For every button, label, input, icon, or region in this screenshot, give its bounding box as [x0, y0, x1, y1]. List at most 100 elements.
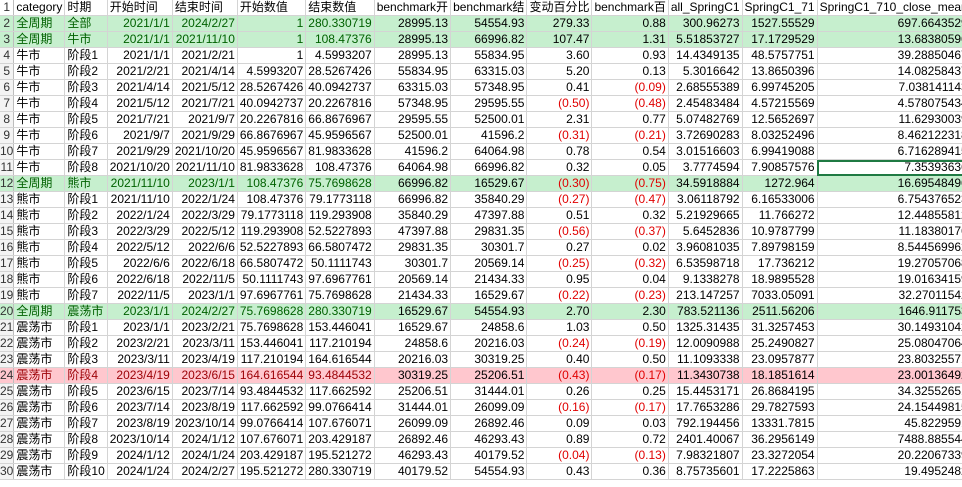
table-cell[interactable]: 40179.52: [374, 463, 452, 480]
table-cell[interactable]: 3.7774594: [668, 159, 743, 176]
table-cell[interactable]: 35840.29: [450, 191, 528, 208]
table-cell[interactable]: 20216.03: [374, 351, 452, 368]
table-cell[interactable]: 26892.46: [374, 431, 452, 448]
row-number[interactable]: 29: [0, 447, 15, 464]
table-cell[interactable]: 2023/2/21: [107, 335, 173, 352]
table-cell[interactable]: 2023/4/19: [172, 351, 238, 368]
table-cell[interactable]: 13.68380596: [817, 31, 962, 48]
table-cell[interactable]: (0.19): [591, 335, 669, 352]
table-cell[interactable]: 2023/1/1: [107, 319, 173, 336]
row-number[interactable]: 13: [0, 191, 15, 208]
table-cell[interactable]: 2.31: [526, 111, 593, 128]
table-cell[interactable]: 2021/4/14: [172, 63, 238, 80]
table-cell[interactable]: 47397.88: [450, 207, 528, 224]
row-number[interactable]: 23: [0, 351, 15, 368]
table-cell[interactable]: 2023/4/19: [107, 367, 173, 384]
table-cell[interactable]: 12.5652697: [742, 111, 818, 128]
table-cell[interactable]: 107.676071: [237, 431, 307, 448]
table-cell[interactable]: 280.330719: [305, 303, 375, 320]
table-cell[interactable]: 29.7827593: [742, 399, 818, 416]
table-cell[interactable]: 17.7653286: [668, 399, 743, 416]
table-cell[interactable]: 29595.55: [374, 111, 452, 128]
table-cell[interactable]: 阶段7: [64, 415, 108, 432]
table-cell[interactable]: 108.47376: [305, 31, 375, 48]
table-cell[interactable]: 0.50: [591, 351, 669, 368]
table-cell[interactable]: 2.45483484: [668, 95, 743, 112]
table-cell[interactable]: 107.676071: [305, 415, 375, 432]
table-cell[interactable]: 2021/9/7: [107, 127, 173, 144]
table-cell[interactable]: 1527.55529: [742, 15, 818, 32]
table-cell[interactable]: 2022/6/6: [172, 239, 238, 256]
table-cell[interactable]: 26099.09: [450, 399, 528, 416]
table-cell[interactable]: 阶段3: [64, 351, 108, 368]
table-cell[interactable]: 280.330719: [305, 15, 375, 32]
table-cell[interactable]: 64064.98: [450, 143, 528, 160]
table-cell[interactable]: 0.03: [591, 415, 669, 432]
table-cell[interactable]: 54554.93: [450, 463, 528, 480]
row-number[interactable]: 25: [0, 383, 15, 400]
table-cell[interactable]: 11.766272: [742, 207, 818, 224]
table-cell[interactable]: 牛市: [13, 63, 66, 80]
table-cell[interactable]: 阶段7: [64, 143, 108, 160]
table-cell[interactable]: 2023/8/19: [172, 399, 238, 416]
table-cell[interactable]: 震荡市: [13, 367, 66, 384]
table-cell[interactable]: 66.8676967: [305, 111, 375, 128]
table-cell[interactable]: 8.544569962: [817, 239, 962, 256]
table-cell[interactable]: 阶段1: [64, 47, 108, 64]
row-number[interactable]: 22: [0, 335, 15, 352]
table-cell[interactable]: 30301.7: [450, 239, 528, 256]
table-cell[interactable]: 熊市: [13, 191, 66, 208]
table-cell[interactable]: 震荡市: [13, 463, 66, 480]
table-cell[interactable]: 0.32: [526, 159, 593, 176]
table-cell[interactable]: 55834.95: [374, 63, 452, 80]
table-cell[interactable]: 75.7698628: [305, 175, 375, 192]
table-cell[interactable]: 19.27057068: [817, 255, 962, 272]
table-cell[interactable]: 99.0766414: [305, 399, 375, 416]
table-cell[interactable]: 4.5993207: [305, 47, 375, 64]
table-cell[interactable]: (0.23): [591, 287, 669, 304]
table-cell[interactable]: 阶段6: [64, 271, 108, 288]
table-cell[interactable]: 30.14931042: [817, 319, 962, 336]
table-cell[interactable]: 57348.95: [450, 79, 528, 96]
table-cell[interactable]: 14.08258437: [817, 63, 962, 80]
table-cell[interactable]: 牛市: [13, 159, 66, 176]
table-cell[interactable]: 25.08047064: [817, 335, 962, 352]
table-cell[interactable]: 2023/2/21: [172, 319, 238, 336]
table-cell[interactable]: (0.27): [526, 191, 593, 208]
table-cell[interactable]: 震荡市: [13, 383, 66, 400]
table-cell[interactable]: 2021/9/29: [107, 143, 173, 160]
table-cell[interactable]: 5.21929665: [668, 207, 743, 224]
table-cell[interactable]: 54554.93: [450, 15, 528, 32]
table-cell[interactable]: (0.22): [526, 287, 593, 304]
row-number[interactable]: 1: [0, 0, 15, 16]
table-cell[interactable]: 108.47376: [305, 159, 375, 176]
table-cell[interactable]: (0.17): [591, 367, 669, 384]
table-cell[interactable]: 54554.93: [450, 303, 528, 320]
row-number[interactable]: 26: [0, 399, 15, 416]
table-cell[interactable]: 2024/2/27: [172, 15, 238, 32]
table-cell[interactable]: 40.0942737: [237, 95, 307, 112]
table-cell[interactable]: 31444.01: [450, 383, 528, 400]
table-cell[interactable]: 2.68555389: [668, 79, 743, 96]
table-cell[interactable]: 34.5918884: [668, 175, 743, 192]
column-header[interactable]: benchmark结: [450, 0, 528, 16]
table-cell[interactable]: 0.89: [526, 431, 593, 448]
table-cell[interactable]: 203.429187: [305, 431, 375, 448]
table-cell[interactable]: 19.4952482: [817, 463, 962, 480]
table-cell[interactable]: (0.09): [591, 79, 669, 96]
table-cell[interactable]: 2022/11/5: [107, 287, 173, 304]
table-cell[interactable]: 75.7698628: [237, 303, 307, 320]
table-cell[interactable]: 52500.01: [450, 111, 528, 128]
table-cell[interactable]: 30319.25: [450, 351, 528, 368]
table-cell[interactable]: 1: [237, 15, 307, 32]
table-cell[interactable]: 12.0090988: [668, 335, 743, 352]
table-cell[interactable]: 牛市: [13, 47, 66, 64]
table-cell[interactable]: 45.9596567: [237, 143, 307, 160]
table-cell[interactable]: 195.521272: [305, 447, 375, 464]
row-number[interactable]: 12: [0, 175, 15, 192]
table-cell[interactable]: (0.48): [591, 95, 669, 112]
table-cell[interactable]: 0.27: [526, 239, 593, 256]
table-cell[interactable]: 31.3257453: [742, 319, 818, 336]
table-cell[interactable]: 阶段6: [64, 399, 108, 416]
table-cell[interactable]: 25.2490827: [742, 335, 818, 352]
